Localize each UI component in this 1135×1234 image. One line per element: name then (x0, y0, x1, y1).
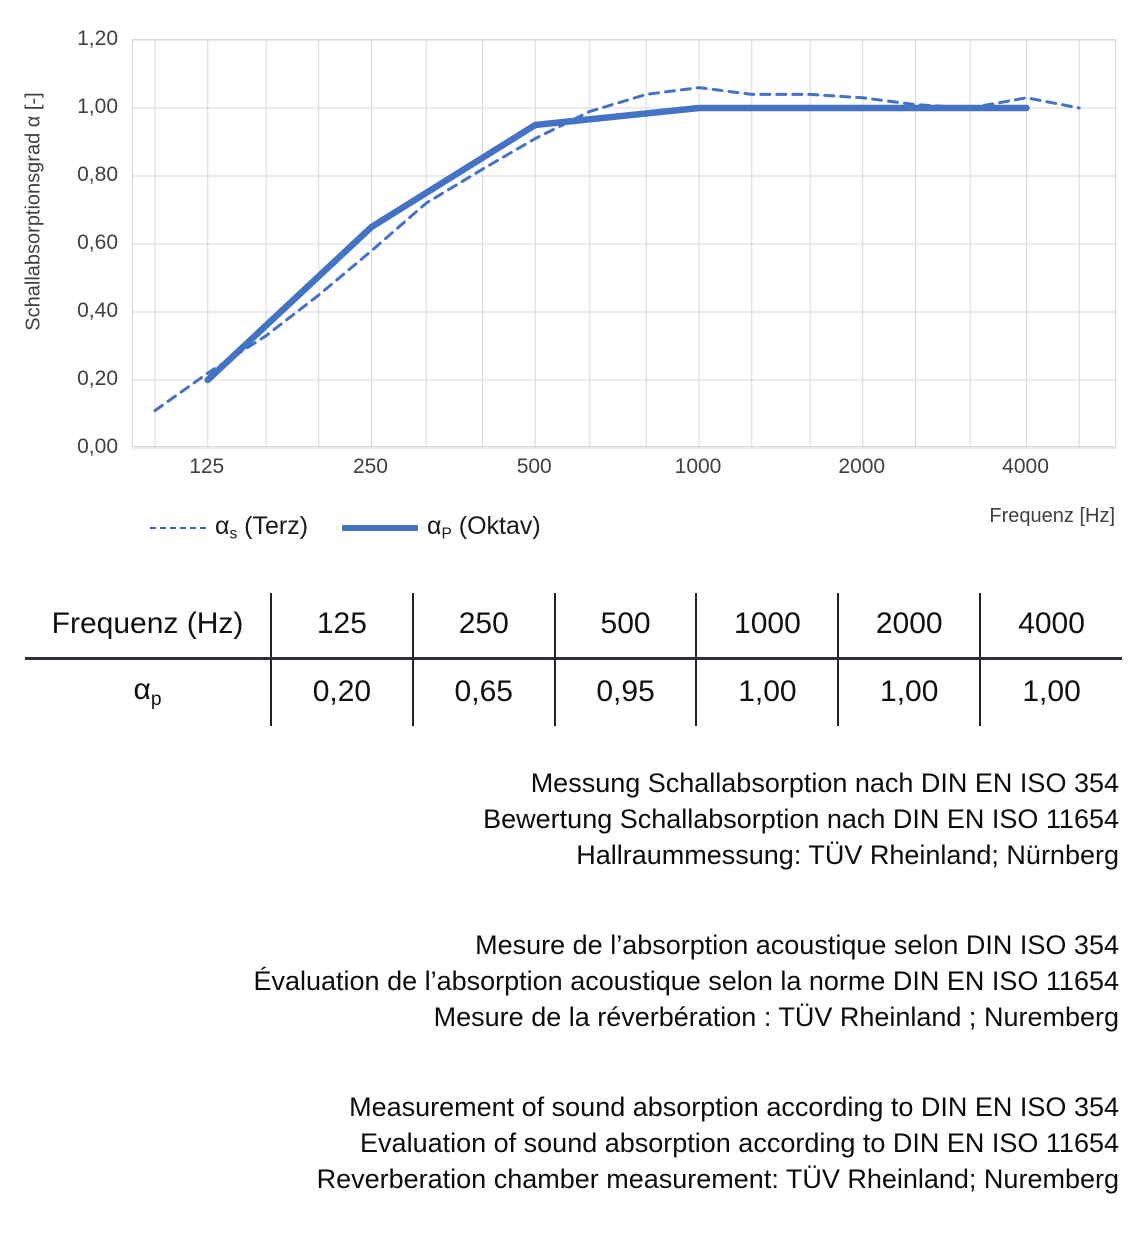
y-tick-label: 0,80 (77, 163, 118, 186)
table-cell-alpha-p: 1,00 (837, 657, 981, 726)
note-line: Messung Schallabsorption nach DIN EN ISO… (530, 768, 1119, 798)
y-axis-label: Schallabsorptionsgrad α [-] (22, 92, 45, 331)
y-tick-label: 1,20 (77, 27, 118, 50)
y-tick-label: 0,00 (77, 435, 118, 458)
legend-item-alpha-s[interactable]: αs (Terz) (150, 512, 308, 543)
note-line: Évaluation de l’absorption acoustique se… (253, 965, 1119, 996)
absorption-chart: Schallabsorptionsgrad α [-] 1,20 1,00 0,80… (0, 0, 1135, 560)
table-cell-frequency: 2000 (837, 593, 981, 659)
dashed-line-swatch-icon (150, 526, 206, 529)
note-line: Measurement of sound absorption accordin… (349, 1092, 1119, 1122)
gridlines (133, 39, 1117, 449)
table-cell-alpha-p: 0,95 (553, 657, 697, 726)
table-row-frequency: Frequenz (Hz) 125 250 500 1000 2000 4000 (25, 593, 1122, 659)
y-tick-label: 0,40 (77, 299, 118, 322)
x-tick-label: 1000 (674, 455, 722, 478)
data-series-layer (153, 86, 1081, 413)
table-cell-alpha-p: 0,20 (270, 657, 413, 726)
x-tick-label: 250 (352, 455, 388, 478)
note-line: Reverberation chamber measurement: TÜV R… (316, 1163, 1119, 1194)
series-line-alpha-p (204, 104, 1030, 384)
note-line: Mesure de l’absorption acoustique selon … (475, 930, 1119, 960)
y-tick-label: 0,20 (77, 367, 118, 390)
table-cell-frequency: 250 (411, 593, 555, 659)
legend-label-alpha-p: αP (Oktav) (427, 512, 541, 543)
y-tick-label: 0,60 (77, 231, 118, 254)
chart-legend: αs (Terz) αP (Oktav) (150, 508, 541, 548)
note-block-french: Mesure de l’absorption acoustique selon … (253, 928, 1119, 1036)
x-tick-label: 500 (516, 455, 552, 478)
y-axis-ticks: 1,20 1,00 0,80 0,60 0,40 0,20 0,00 (48, 0, 118, 460)
solid-line-swatch-icon (342, 524, 419, 531)
note-line: Bewertung Schallabsorption nach DIN EN I… (483, 803, 1119, 834)
table-cell-alpha-p: 0,65 (411, 657, 555, 726)
table-header-frequenz: Frequenz (Hz) (51, 607, 244, 640)
note-block-german: Messung Schallabsorption nach DIN EN ISO… (483, 766, 1119, 874)
x-axis-label: Frequenz [Hz] (989, 505, 1115, 527)
note-line: Hallraummessung: TÜV Rheinland; Nürnberg (576, 839, 1119, 870)
note-block-english: Measurement of sound absorption accordin… (317, 1090, 1119, 1198)
x-tick-label: 2000 (838, 455, 886, 478)
y-tick-label: 1,00 (77, 95, 118, 118)
plot-svg (133, 39, 1117, 449)
table-cell-alpha-p: 1,00 (979, 657, 1122, 726)
table-cell-frequency: 1000 (695, 593, 839, 659)
table-rowlabel-alpha-p: αp (25, 657, 271, 726)
data-table: Frequenz (Hz) 125 250 500 1000 2000 4000 αp 0… (25, 593, 1122, 726)
legend-label-alpha-s: αs (Terz) (215, 512, 309, 543)
x-tick-label: 125 (189, 455, 225, 478)
plot-area (132, 39, 1117, 449)
table-cell-frequency: 125 (270, 593, 413, 659)
absorption-table: Frequenz (Hz) 125 250 500 1000 2000 4000 αp 0… (25, 593, 1122, 726)
table-cell-frequency: 500 (553, 593, 697, 659)
table-cell-alpha-p: 1,00 (695, 657, 839, 726)
x-tick-label: 4000 (1002, 455, 1049, 478)
note-line: Evaluation of sound absorption according… (360, 1127, 1119, 1158)
table-cell-frequency: 4000 (979, 593, 1122, 659)
note-line: Mesure de la réverbération : TÜV Rheinla… (433, 1001, 1119, 1032)
legend-item-alpha-p[interactable]: αP (Oktav) (342, 512, 541, 543)
series-line-alpha-s (153, 86, 1081, 413)
table-row-alpha-p: αp 0,20 0,65 0,95 1,00 1,00 1,00 (25, 657, 1122, 726)
